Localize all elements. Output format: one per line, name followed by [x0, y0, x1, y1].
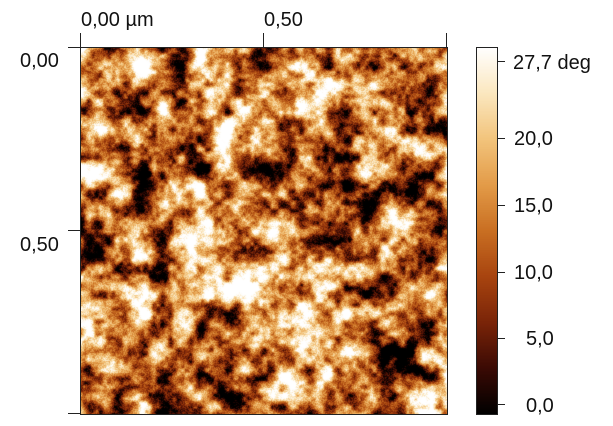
colorbar-tick-label-2: 15,0	[514, 195, 553, 217]
colorbar-frame	[476, 47, 498, 415]
x-axis-tick-mark-1	[263, 33, 264, 47]
colorbar-tick-label-1: 20,0	[514, 128, 553, 150]
x-axis-tick-mark-0	[80, 33, 81, 47]
colorbar-tick-label-4: 5,0	[526, 328, 554, 350]
colorbar-tick-label-3: 10,0	[514, 262, 553, 284]
y-axis-tick-mark-2	[68, 413, 80, 414]
colorbar	[476, 47, 498, 415]
colorbar-tick-mark-4	[498, 338, 505, 339]
y-axis-tick-label-0: 0,00	[20, 50, 59, 72]
colorbar-tick-mark-0	[498, 61, 505, 62]
y-axis-tick-mark-1	[68, 230, 80, 231]
colorbar-tick-label-5: 0,0	[526, 395, 554, 417]
y-axis-tick-label-1: 0,50	[20, 234, 59, 256]
x-axis-tick-label-0: 0,00 µm	[81, 9, 154, 31]
colorbar-tick-mark-1	[498, 138, 505, 139]
x-axis-tick-mark-2	[446, 33, 447, 47]
colorbar-tick-mark-5	[498, 404, 505, 405]
image-frame	[80, 47, 448, 415]
colorbar-tick-label-0: 27,7 deg	[513, 52, 591, 74]
colorbar-tick-mark-3	[498, 272, 505, 273]
afm-phase-image	[80, 47, 448, 415]
x-axis-tick-label-1: 0,50	[264, 9, 303, 31]
y-axis-tick-mark-0	[68, 47, 80, 48]
colorbar-tick-mark-2	[498, 205, 505, 206]
